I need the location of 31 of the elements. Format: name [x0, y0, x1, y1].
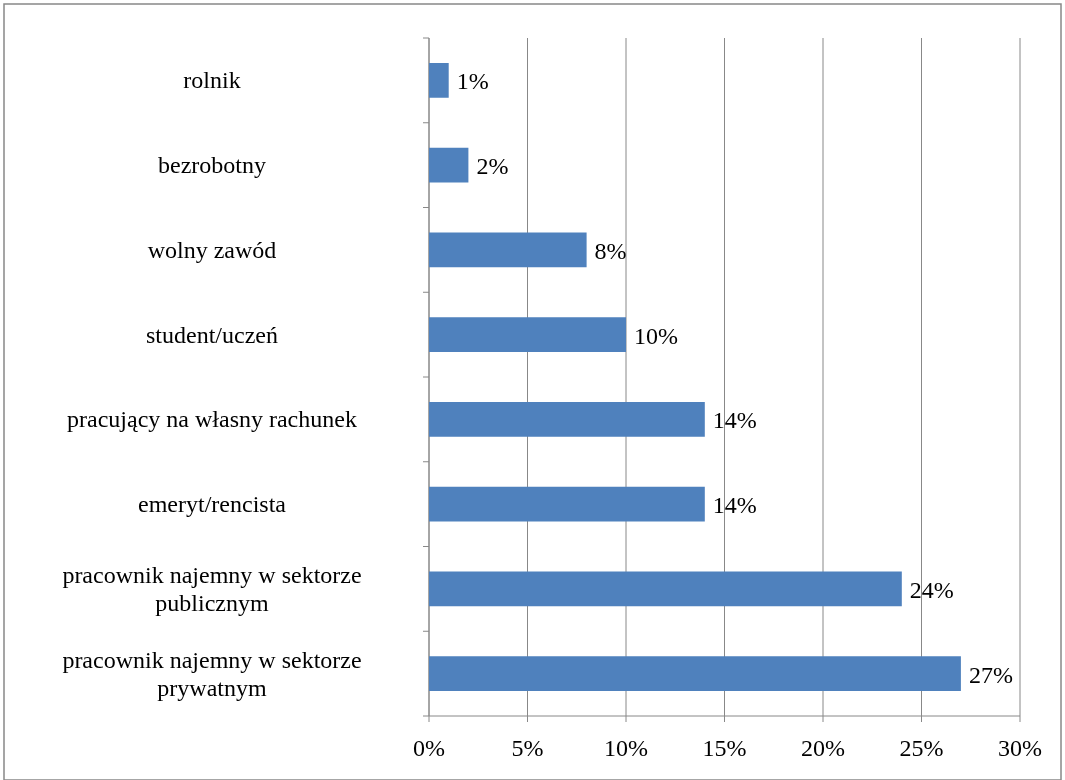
data-label: 14%: [712, 492, 757, 519]
x-tick-label: 30%: [998, 735, 1042, 761]
bar: [429, 232, 587, 268]
y-tick-label: student/uczeń: [146, 321, 278, 348]
y-tick-label: pracujący na własny rachunek: [67, 406, 357, 433]
x-tick-label: 0%: [413, 735, 445, 761]
x-tick-label: 25%: [899, 735, 944, 761]
bar: [429, 656, 961, 691]
data-label: 10%: [634, 322, 678, 349]
data-label: 8%: [594, 237, 627, 264]
y-tick-label: bezrobotny: [158, 152, 266, 179]
x-tick-label: 5%: [511, 735, 544, 761]
y-tick-label: rolnik: [183, 67, 241, 94]
data-label: 27%: [968, 661, 1013, 688]
bar: [429, 147, 469, 183]
x-tick-label: 10%: [604, 735, 648, 761]
y-tick-label: pracownik najemny w sektorze prywatnym: [62, 646, 362, 701]
y-tick-label: wolny zawód: [147, 236, 277, 263]
bar: [429, 486, 705, 522]
data-label: 1%: [456, 68, 489, 95]
data-label: 24%: [909, 576, 954, 603]
bar: [429, 63, 449, 98]
data-label: 2%: [476, 153, 509, 180]
bar: [429, 317, 626, 352]
data-label: 14%: [712, 407, 757, 434]
x-tick-label: 20%: [801, 735, 845, 761]
bar: [429, 571, 902, 607]
bar: [429, 402, 705, 437]
x-tick-label: 15%: [702, 735, 747, 761]
y-tick-label: pracownik najemny w sektorze publicznym: [62, 561, 362, 616]
y-tick-label: emeryt/rencista: [138, 491, 287, 518]
